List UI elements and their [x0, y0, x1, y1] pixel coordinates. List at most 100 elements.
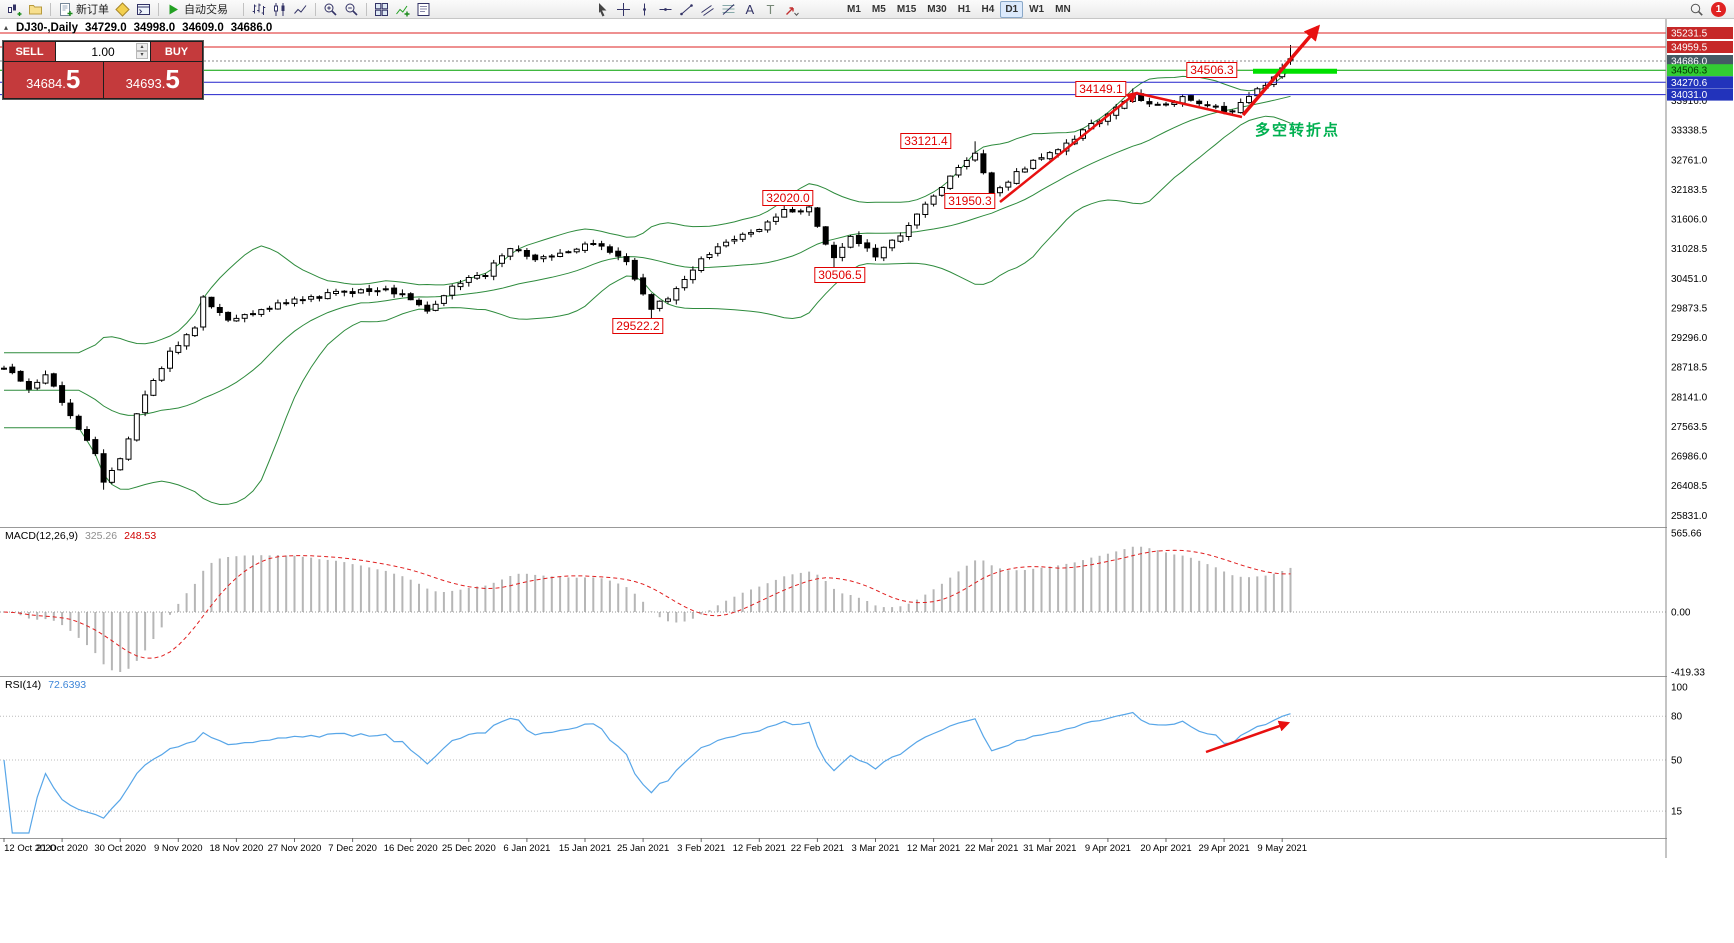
- price-badge-label: 34959.5: [1671, 43, 1708, 54]
- timeframe-w1-button[interactable]: W1: [1029, 3, 1045, 15]
- autotrading-button[interactable]: 自动交易: [163, 1, 231, 18]
- vertical-line-button[interactable]: [634, 1, 655, 18]
- ohlc-low: 34609.0: [182, 22, 224, 34]
- fibonacci-button[interactable]: [718, 1, 739, 18]
- templates-button[interactable]: [413, 1, 434, 18]
- vertical-line-icon: [643, 3, 646, 15]
- zoom-in-button[interactable]: [320, 1, 341, 18]
- timeframe-h4-button[interactable]: H4: [981, 3, 995, 15]
- macd-axis-label: 565.66: [1671, 529, 1702, 540]
- volume-value: 1.00: [91, 44, 115, 59]
- label-tool-button[interactable]: T: [760, 1, 781, 18]
- fibonacci-icon: [722, 3, 735, 15]
- new-chart-button[interactable]: [4, 1, 25, 18]
- price-badge: [1667, 55, 1733, 67]
- date-label: 29 Apr 2021: [1198, 843, 1249, 854]
- buy-price-button[interactable]: 34693. 5: [103, 62, 202, 98]
- notification-badge[interactable]: 1: [1711, 1, 1726, 17]
- tile-windows-button[interactable]: [371, 1, 392, 18]
- metaeditor-icon: [115, 1, 130, 17]
- chart-canvas[interactable]: 33916.0 33338.5 32761.0 32183.5 31606.0 31028…: [0, 19, 1734, 858]
- horizontal-line-icon: [659, 7, 672, 11]
- timeframe-m15-button[interactable]: M15: [896, 3, 917, 15]
- line-chart-button[interactable]: [290, 1, 311, 18]
- rsi-pane: [0, 711, 1666, 834]
- price-axis-label: 25831.0: [1671, 511, 1708, 522]
- timeframe-h1-button[interactable]: H1: [957, 3, 971, 15]
- price-badge: [1667, 27, 1733, 39]
- sell-price-button[interactable]: 34684. 5: [4, 62, 103, 98]
- price-flag[interactable]: 32020.0: [762, 190, 814, 206]
- macd-axis-label: 0.00: [1671, 608, 1691, 619]
- text-tool-button[interactable]: A: [739, 1, 760, 18]
- timeframe-d1-button[interactable]: D1: [1000, 0, 1024, 18]
- date-label: 21 Oct 2020: [36, 843, 88, 854]
- zoom-out-button[interactable]: [341, 1, 362, 18]
- price-axis-label: 26986.0: [1671, 452, 1708, 463]
- search-icon: [1690, 3, 1703, 16]
- price-badge-label: 34031.0: [1671, 90, 1708, 101]
- macd-axis-label: -419.33: [1671, 668, 1705, 679]
- arrows-tool-button[interactable]: [781, 1, 802, 18]
- svg-text:T: T: [767, 2, 775, 17]
- timeframe-m30-button[interactable]: M30: [927, 3, 947, 15]
- date-label: 9 Apr 2021: [1085, 843, 1131, 854]
- price-flag[interactable]: 30506.5: [814, 267, 866, 283]
- price-axis-label: 28141.0: [1671, 392, 1708, 403]
- candlestick-chart-button[interactable]: [269, 1, 290, 18]
- channel-icon: [701, 4, 714, 16]
- price-flag[interactable]: 33121.4: [900, 133, 952, 149]
- buy-button[interactable]: BUY: [151, 42, 202, 61]
- autotrade-label: 自动交易: [184, 4, 228, 16]
- price-flag[interactable]: 29522.2: [612, 318, 664, 334]
- timeframe-mn-button[interactable]: MN: [1055, 3, 1071, 15]
- horizontal-line-button[interactable]: [655, 1, 676, 18]
- chart-window: 33916.0 33338.5 32761.0 32183.5 31606.0 31028…: [0, 19, 1734, 858]
- date-label: 25 Dec 2020: [442, 843, 496, 854]
- sell-price-big: 5: [65, 64, 81, 94]
- search-button[interactable]: [1686, 1, 1707, 18]
- date-label: 25 Jan 2021: [617, 843, 669, 854]
- sell-button[interactable]: SELL: [4, 42, 55, 61]
- date-label: 7 Dec 2020: [328, 843, 377, 854]
- rsi-axis-label: 80: [1671, 712, 1683, 723]
- price-axis-label: 26408.5: [1671, 481, 1708, 492]
- channel-button[interactable]: [697, 1, 718, 18]
- crosshair-button[interactable]: [613, 1, 634, 18]
- toolbar-separator: [315, 2, 316, 16]
- profiles-button[interactable]: [25, 1, 46, 18]
- new-order-button[interactable]: 新订单: [55, 1, 112, 18]
- volume-field[interactable]: 1.00 ▴ ▾: [56, 42, 150, 61]
- indicators-button[interactable]: [392, 1, 413, 18]
- rsi-axis-label: 100: [1671, 683, 1688, 694]
- price-badge-label: 35231.5: [1671, 29, 1708, 40]
- one-click-collapse-icon[interactable]: ▴: [4, 23, 9, 32]
- metaeditor-button[interactable]: [112, 1, 133, 18]
- horizontal-lines[interactable]: [0, 32, 1666, 96]
- profiles-icon: [29, 4, 42, 14]
- cursor-button[interactable]: [592, 1, 613, 18]
- turning-point-note[interactable]: 多空转折点: [1255, 122, 1341, 139]
- timeframe-m1-button[interactable]: M1: [847, 3, 861, 15]
- macd-name: MACD(12,26,9): [5, 530, 78, 542]
- price-flag[interactable]: 34149.1: [1075, 81, 1127, 97]
- volume-step-up-icon[interactable]: ▴: [136, 43, 148, 51]
- timeframe-group: M1 M5 M15 M30 H1 H4 D1 W1 MN: [842, 0, 1076, 18]
- new-chart-icon: [8, 4, 22, 16]
- date-label: 20 Apr 2021: [1140, 843, 1191, 854]
- price-axis[interactable]: 33916.0 33338.5 32761.0 32183.5 31606.0 31028…: [1665, 19, 1734, 858]
- volume-step-down-icon[interactable]: ▾: [136, 51, 148, 59]
- trendline-button[interactable]: [676, 1, 697, 18]
- trend-arrows[interactable]: [999, 24, 1321, 754]
- terminal-button[interactable]: [133, 1, 154, 18]
- volume-stepper[interactable]: ▴ ▾: [136, 43, 148, 59]
- timeframe-m5-button[interactable]: M5: [871, 3, 886, 15]
- date-label: 12 Mar 2021: [907, 843, 960, 854]
- price-flag[interactable]: 34506.3: [1186, 62, 1238, 78]
- toolbar-separator: [158, 2, 159, 16]
- price-axis-label: 33338.5: [1671, 126, 1708, 137]
- price-flag[interactable]: 31950.3: [944, 193, 996, 209]
- bar-chart-button[interactable]: [248, 1, 269, 18]
- zoom-out-icon: [345, 3, 358, 16]
